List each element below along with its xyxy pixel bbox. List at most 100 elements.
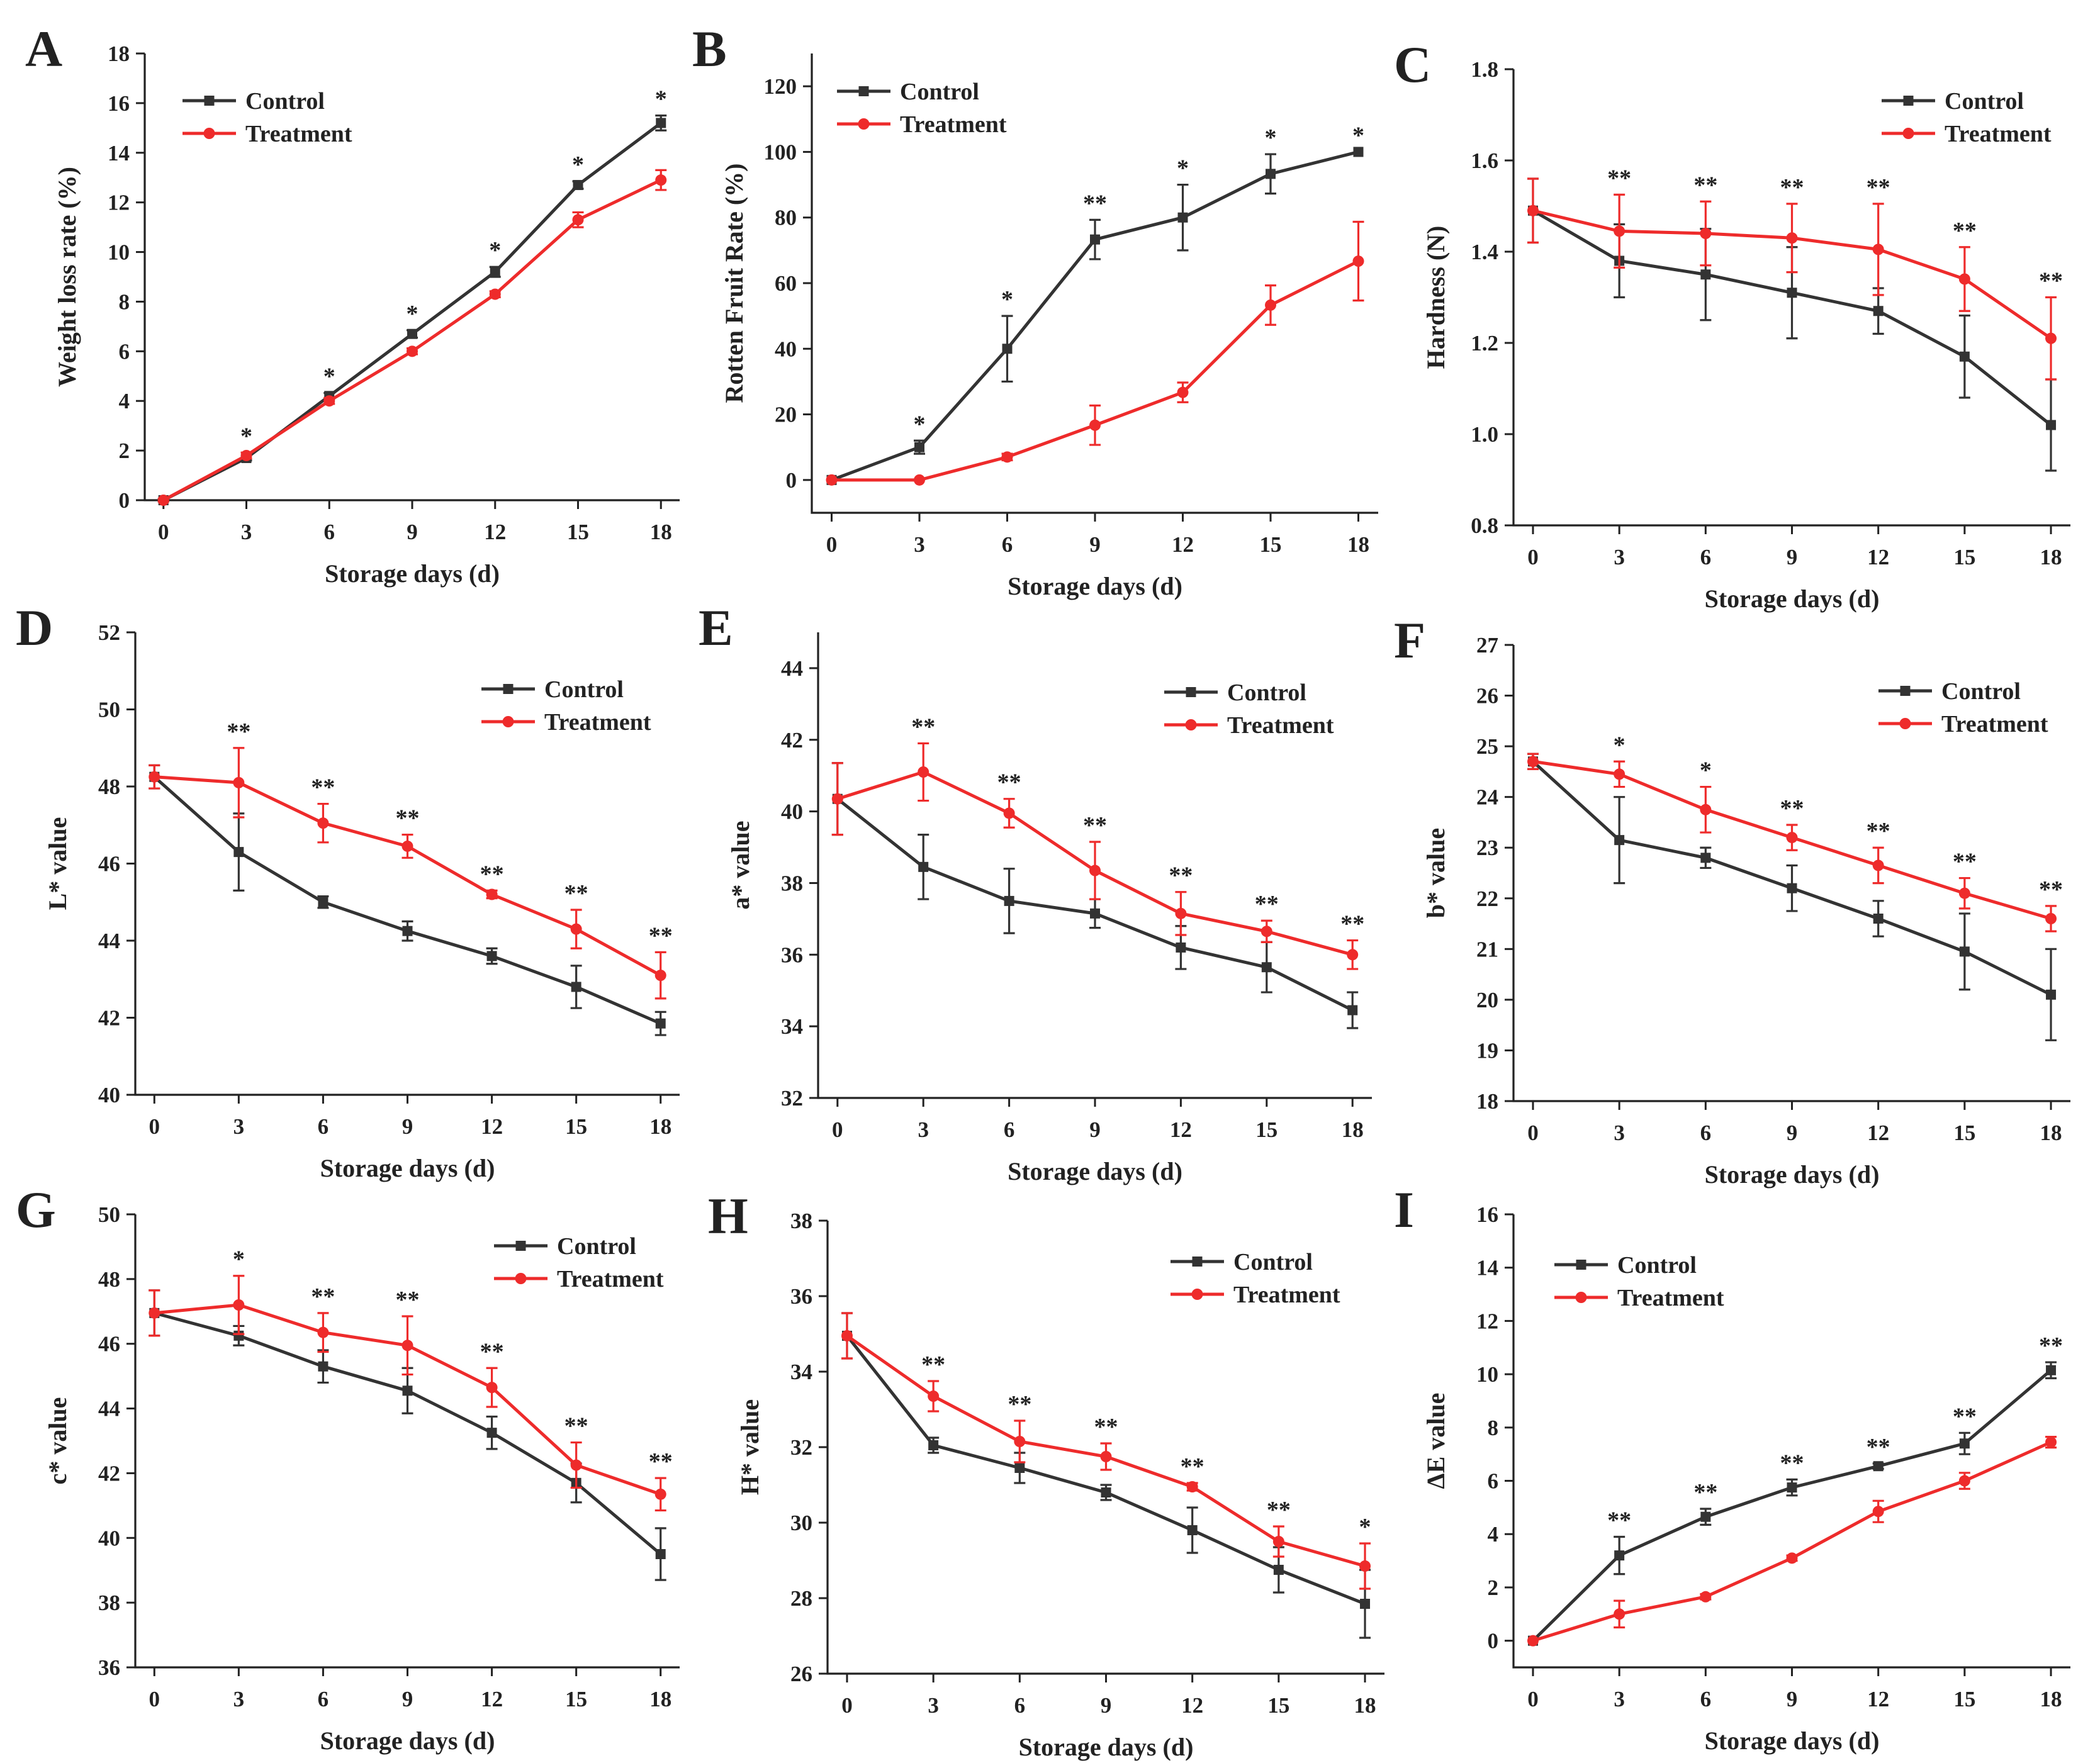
significance-marker: ** bbox=[564, 880, 588, 907]
x-axis-title: Storage days (d) bbox=[320, 1727, 495, 1755]
data-point bbox=[571, 982, 581, 992]
x-tick-label: 9 bbox=[402, 1114, 413, 1139]
data-point bbox=[914, 474, 925, 486]
y-tick-label: 18 bbox=[108, 42, 130, 66]
x-tick-label: 0 bbox=[1527, 1121, 1539, 1145]
data-point bbox=[401, 1340, 413, 1352]
legend-marker bbox=[503, 684, 514, 694]
legend-marker bbox=[1899, 718, 1911, 729]
significance-marker: ** bbox=[1693, 1479, 1717, 1506]
y-tick-label: 40 bbox=[98, 1526, 120, 1550]
data-point bbox=[656, 118, 666, 128]
data-point bbox=[1100, 1451, 1112, 1462]
x-tick-label: 18 bbox=[2040, 545, 2062, 569]
y-tick-label: 44 bbox=[98, 929, 120, 953]
significance-marker: ** bbox=[1340, 911, 1364, 937]
x-tick-label: 15 bbox=[1255, 1117, 1277, 1142]
significance-marker: ** bbox=[1693, 172, 1717, 198]
y-tick-label: 1.4 bbox=[1471, 240, 1498, 264]
significance-marker: * bbox=[1352, 122, 1364, 148]
data-point bbox=[1873, 306, 1884, 316]
series-treatment bbox=[1527, 753, 2057, 932]
data-point bbox=[1347, 949, 1359, 961]
y-tick-label: 40 bbox=[98, 1083, 120, 1107]
series-treatment bbox=[149, 1275, 666, 1512]
x-tick-label: 18 bbox=[650, 520, 672, 544]
data-point bbox=[1959, 1438, 1970, 1449]
y-tick-label: 27 bbox=[1476, 633, 1498, 658]
y-tick-label: 38 bbox=[781, 871, 803, 895]
legend-label: Treatment bbox=[1941, 711, 2048, 737]
x-tick-label: 12 bbox=[1181, 1693, 1203, 1718]
data-point bbox=[826, 474, 838, 486]
y-tick-label: 44 bbox=[781, 656, 803, 681]
significance-marker: ** bbox=[311, 1284, 335, 1310]
legend-marker bbox=[1186, 687, 1196, 697]
data-point bbox=[1700, 1511, 1711, 1522]
x-tick-label: 3 bbox=[233, 1114, 245, 1139]
x-tick-label: 18 bbox=[2040, 1121, 2062, 1145]
legend-label: Control bbox=[245, 88, 325, 115]
data-point bbox=[490, 267, 500, 277]
series-treatment bbox=[831, 742, 1359, 970]
x-tick-label: 6 bbox=[1002, 532, 1013, 557]
y-tick-label: 42 bbox=[781, 728, 803, 753]
significance-marker: ** bbox=[1083, 812, 1107, 839]
x-tick-label: 12 bbox=[1172, 532, 1194, 557]
y-tick-label: 6 bbox=[1488, 1469, 1499, 1494]
significance-marker: * bbox=[1614, 732, 1626, 758]
panel-c: C 0.8 1.0 1.2 1.4 1.6 1.8 0 3 6 9 12 15 18 Storage day… bbox=[1394, 36, 2070, 613]
data-point bbox=[1266, 169, 1276, 179]
significance-marker: ** bbox=[1953, 1403, 1977, 1430]
legend-marker bbox=[1185, 719, 1197, 730]
data-point bbox=[570, 923, 582, 935]
data-point bbox=[1002, 344, 1013, 354]
y-tick-label: 10 bbox=[108, 240, 130, 265]
legend-label: Treatment bbox=[1617, 1285, 1724, 1311]
y-tick-label: 32 bbox=[790, 1435, 812, 1460]
data-point bbox=[914, 442, 924, 452]
y-tick-label: 25 bbox=[1476, 734, 1498, 759]
data-point bbox=[918, 861, 929, 872]
significance-marker: * bbox=[489, 237, 501, 264]
significance-marker: * bbox=[1177, 155, 1189, 182]
significance-marker: ** bbox=[1169, 863, 1193, 889]
x-tick-label: 18 bbox=[1354, 1693, 1376, 1718]
x-axis-title: Storage days (d) bbox=[1019, 1733, 1194, 1761]
y-tick-label: 0.8 bbox=[1471, 513, 1498, 538]
data-point bbox=[1186, 1481, 1198, 1492]
significance-marker: ** bbox=[1607, 1507, 1631, 1533]
data-point bbox=[407, 345, 418, 357]
data-point bbox=[1700, 803, 1712, 815]
y-tick-label: 46 bbox=[98, 1332, 120, 1357]
x-axis-title: Storage days (d) bbox=[325, 559, 500, 588]
data-point bbox=[1700, 228, 1712, 239]
x-tick-label: 0 bbox=[149, 1114, 160, 1139]
data-point bbox=[318, 897, 328, 907]
data-point bbox=[1089, 865, 1101, 876]
x-axis-title: Storage days (d) bbox=[320, 1154, 495, 1182]
legend-label: Control bbox=[1945, 88, 2024, 115]
x-axis-title: Storage days (d) bbox=[1008, 572, 1182, 600]
data-point bbox=[1959, 946, 1970, 957]
data-point bbox=[407, 328, 417, 339]
y-tick-label: 50 bbox=[98, 698, 120, 722]
x-axis-title: Storage days (d) bbox=[1705, 1727, 1880, 1755]
legend-label: Control bbox=[557, 1233, 636, 1260]
significance-marker: * bbox=[1700, 758, 1712, 784]
data-point bbox=[486, 951, 497, 961]
x-tick-label: 12 bbox=[481, 1687, 503, 1711]
x-tick-label: 6 bbox=[318, 1114, 329, 1139]
panel-label: H bbox=[708, 1187, 748, 1245]
data-point bbox=[489, 288, 501, 300]
legend-label: Treatment bbox=[557, 1266, 664, 1292]
x-tick-label: 9 bbox=[407, 520, 418, 544]
y-tick-label: 2 bbox=[119, 439, 130, 463]
panel-d: D 40 42 44 46 48 50 52 0 3 6 9 12 15 18 Storage days (d… bbox=[16, 599, 680, 1182]
data-point bbox=[1872, 243, 1884, 255]
y-tick-label: 36 bbox=[781, 943, 803, 967]
y-tick-label: 1.6 bbox=[1471, 148, 1498, 173]
x-tick-label: 12 bbox=[1867, 1121, 1889, 1145]
